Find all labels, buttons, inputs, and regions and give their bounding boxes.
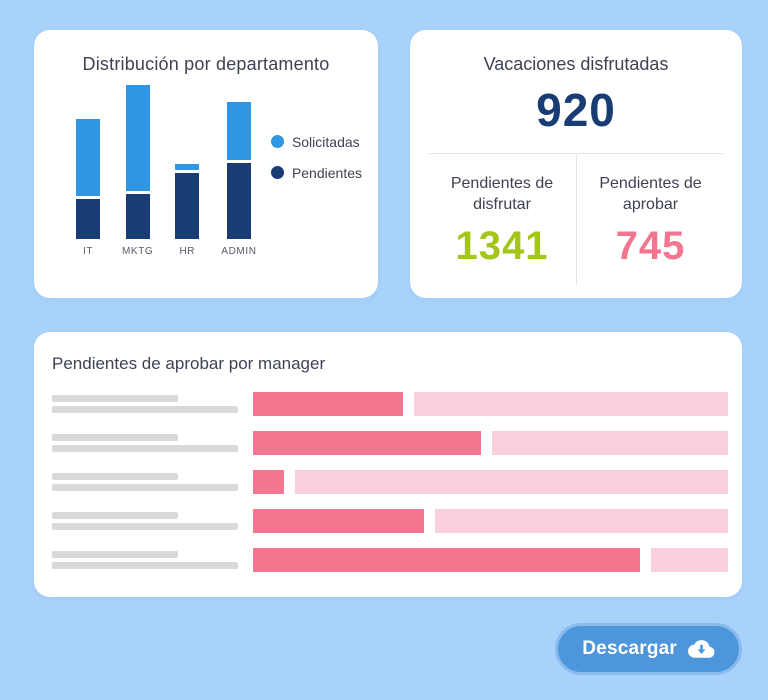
dashboard: Distribución por departamento IT MKTG HR AD…	[34, 30, 742, 675]
department-distribution-card: Distribución por departamento IT MKTG HR AD…	[34, 30, 378, 298]
bar-label: MKTG	[122, 246, 154, 257]
pending-bar-filled	[253, 431, 481, 455]
kpi-value: 1341	[455, 223, 549, 268]
pending-bar-remainder	[491, 431, 728, 455]
manager-name-placeholder	[52, 395, 253, 413]
bar-stack	[125, 85, 150, 239]
bar-segment-pendientes	[125, 194, 150, 239]
manager-name-placeholder	[52, 434, 253, 452]
bar-column-hr: HR	[175, 164, 200, 257]
bar-label: ADMIN	[221, 246, 257, 257]
legend-label: Solicitadas	[291, 133, 360, 150]
bar-segment-pendientes	[175, 173, 200, 239]
bar-segment-pendientes	[226, 163, 251, 239]
placeholder-line	[52, 523, 238, 530]
kpi-label: Pendientes de disfrutar	[450, 175, 554, 213]
manager-row	[52, 548, 728, 572]
legend-label: Pendientes	[291, 164, 362, 181]
pending-bar-track	[253, 470, 728, 494]
bar-segment-solicitadas	[76, 119, 100, 196]
manager-card-title: Pendientes de aprobar por manager	[52, 354, 326, 373]
placeholder-line	[52, 551, 178, 558]
pending-bar-remainder	[650, 548, 728, 572]
bar-segment-solicitadas	[175, 164, 200, 170]
bar-stack	[175, 164, 200, 239]
kpi-row: Pendientes de disfrutar 1341 Pendientes …	[428, 154, 724, 284]
manager-name-placeholder	[52, 473, 253, 491]
bar-label: HR	[179, 246, 196, 257]
download-button-label: Descargar	[582, 638, 677, 659]
bar-stack	[226, 102, 251, 239]
download-button[interactable]: Descargar	[555, 623, 742, 675]
pending-bar-filled	[253, 470, 284, 494]
horizontal-divider	[428, 153, 724, 154]
pending-bar-filled	[253, 548, 640, 572]
pending-bar-remainder	[434, 509, 728, 533]
department-card-title: Distribución por departamento	[82, 54, 330, 74]
top-row: Distribución por departamento IT MKTG HR AD…	[34, 30, 742, 298]
pending-bar-filled	[253, 392, 404, 416]
chart-legend: Solicitadas Pendientes	[270, 133, 362, 181]
pending-bar-track	[253, 548, 728, 572]
pending-bar-track	[253, 509, 728, 533]
bar-label: IT	[82, 246, 94, 257]
bar-column-admin: ADMIN	[221, 102, 256, 257]
bar-stack	[76, 119, 100, 239]
manager-row	[52, 470, 728, 494]
kpi-pendientes-disfrutar: Pendientes de disfrutar 1341	[428, 154, 576, 284]
pending-bar-remainder	[414, 392, 728, 416]
legend-dot	[270, 135, 284, 148]
manager-name-placeholder	[52, 551, 253, 569]
kpi-value: 745	[615, 223, 686, 268]
vacation-summary-card: Vacaciones disfrutadas 920 Pendientes de…	[410, 30, 742, 298]
pending-bar-track	[253, 431, 728, 455]
legend-item-pendientes: Pendientes	[270, 164, 362, 181]
bar-segment-pendientes	[76, 199, 100, 239]
placeholder-line	[52, 434, 178, 441]
department-chart-area: IT MKTG HR ADMIN Solicitadas Pendientes	[58, 83, 378, 257]
placeholder-line	[52, 395, 178, 402]
bar-segment-solicitadas	[226, 102, 251, 160]
cloud-download-icon	[688, 639, 715, 658]
manager-row	[52, 509, 728, 533]
manager-row	[52, 392, 728, 416]
pending-bar-filled	[253, 509, 424, 533]
placeholder-line	[52, 473, 178, 480]
manager-pending-card: Pendientes de aprobar por manager	[34, 332, 742, 597]
pending-bar-remainder	[294, 470, 728, 494]
placeholder-line	[52, 484, 238, 491]
placeholder-line	[52, 562, 238, 569]
kpi-pendientes-aprobar: Pendientes de aprobar 745	[576, 154, 724, 284]
pending-bar-track	[253, 392, 728, 416]
bar-column-mktg: MKTG	[122, 85, 153, 257]
placeholder-line	[52, 512, 178, 519]
legend-item-solicitadas: Solicitadas	[270, 133, 362, 150]
bar-column-it: IT	[76, 119, 100, 257]
manager-name-placeholder	[52, 512, 253, 530]
vacations-enjoyed-value: 920	[536, 84, 616, 136]
summary-card-title: Vacaciones disfrutadas	[483, 54, 669, 74]
kpi-label: Pendientes de aprobar	[599, 175, 702, 213]
footer: Descargar	[34, 623, 742, 675]
manager-bar-list	[52, 392, 728, 572]
department-bar-chart: IT MKTG HR ADMIN	[76, 85, 257, 257]
bar-segment-solicitadas	[125, 85, 150, 191]
placeholder-line	[52, 445, 238, 452]
placeholder-line	[52, 406, 238, 413]
manager-row	[52, 431, 728, 455]
legend-dot	[270, 166, 284, 179]
